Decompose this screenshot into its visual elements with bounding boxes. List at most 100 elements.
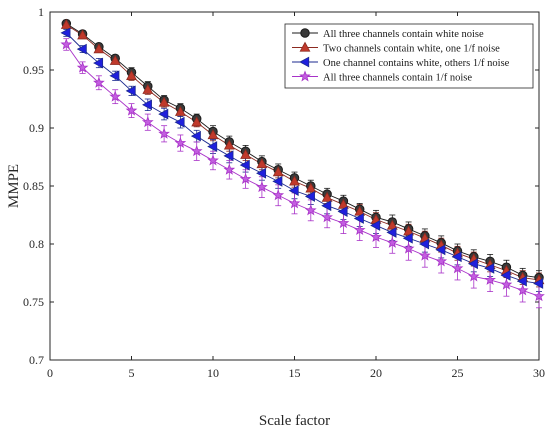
legend-marker [300,28,310,38]
data-point-two-channels-contain-white-one-1-f-noise [158,96,170,107]
data-point-one-channel-contains-white-others-1-f-noise [288,185,299,197]
data-point-one-channel-contains-white-others-1-f-noise [500,269,511,281]
y-tick-label: 0.85 [23,179,44,193]
data-point-one-channel-contains-white-others-1-f-noise [76,43,87,55]
data-point-all-three-channels-contain-1-f-noise [500,278,513,290]
data-point-all-three-channels-contain-1-f-noise [207,154,219,166]
data-point-one-channel-contains-white-others-1-f-noise [533,278,544,289]
data-point-one-channel-contains-white-others-1-f-noise [353,213,364,224]
data-point-all-three-channels-contain-1-f-noise [109,90,122,102]
legend-label: One channel contains white, others 1/f n… [323,58,510,69]
data-point-all-three-channels-contain-1-f-noise [190,145,203,157]
data-point-two-channels-contain-white-one-1-f-noise [109,54,121,65]
data-point-all-three-channels-contain-1-f-noise [533,290,545,302]
data-point-one-channel-contains-white-others-1-f-noise [386,226,397,238]
data-point-two-channels-contain-white-one-1-f-noise [272,166,284,177]
data-point-two-channels-contain-white-one-1-f-noise [223,139,235,150]
data-point-all-three-channels-contain-1-f-noise [288,197,301,209]
legend-label: All three channels contain white noise [323,29,484,40]
x-tick-label: 30 [533,366,545,380]
data-point-one-channel-contains-white-others-1-f-noise [516,275,527,287]
data-point-all-three-channels-contain-1-f-noise [321,211,333,223]
data-point-two-channels-contain-white-one-1-f-noise [403,225,415,236]
data-point-all-three-channels-contain-1-f-noise [353,223,366,236]
data-point-two-channels-contain-white-one-1-f-noise [77,29,89,40]
data-point-two-channels-contain-white-one-1-f-noise [207,129,219,140]
legend-marker [299,70,311,82]
y-axis-label: MMPE [6,164,22,208]
x-tick-label: 10 [207,366,219,380]
x-axis: 0 5 10 15 20 25 30 [47,12,545,380]
data-point-one-channel-contains-white-others-1-f-noise [419,238,430,250]
y-axis: 0.7 0.75 0.8 0.85 0.9 0.95 1 [23,5,539,367]
x-axis-label: Scale factor [259,413,330,429]
data-point-all-three-channels-contain-1-f-noise [256,181,268,193]
data-point-one-channel-contains-white-others-1-f-noise [304,191,315,202]
data-markers [60,18,545,302]
data-point-all-three-channels-contain-1-f-noise [223,163,236,175]
x-tick-label: 15 [289,366,301,380]
data-point-all-three-channels-contain-1-f-noise [304,204,317,216]
data-point-two-channels-contain-white-one-1-f-noise [126,69,137,80]
data-point-one-channel-contains-white-others-1-f-noise [190,130,201,142]
data-point-all-three-channels-contain-1-f-noise [76,61,89,73]
legend-box [284,23,534,89]
data-point-all-three-channels-contain-1-f-noise [125,104,138,116]
x-tick-label: 5 [129,366,135,380]
data-point-two-channels-contain-white-one-1-f-noise [93,43,105,54]
data-point-one-channel-contains-white-others-1-f-noise [272,175,283,187]
data-point-two-channels-contain-white-one-1-f-noise [305,182,317,193]
data-point-one-channel-contains-white-others-1-f-noise [223,150,234,162]
data-point-all-three-channels-contain-1-f-noise [239,172,252,185]
data-point-one-channel-contains-white-others-1-f-noise [321,200,332,212]
y-tick-label: 0.95 [23,63,44,77]
data-point-all-three-channels-contain-1-f-noise [60,38,73,50]
data-point-two-channels-contain-white-one-1-f-noise [240,148,252,159]
data-point-one-channel-contains-white-others-1-f-noise [207,141,218,152]
data-point-all-three-channels-contain-1-f-noise [484,273,496,285]
data-point-two-channels-contain-white-one-1-f-noise [386,219,398,230]
data-point-all-three-channels-contain-1-f-noise [419,249,431,261]
data-point-one-channel-contains-white-others-1-f-noise [158,108,169,120]
data-point-all-three-channels-contain-1-f-noise [402,242,415,254]
data-point-two-channels-contain-white-one-1-f-noise [337,198,349,209]
data-point-one-channel-contains-white-others-1-f-noise [93,57,104,69]
legend-label: Two channels contain white, one 1/f nois… [323,43,500,54]
x-tick-label: 25 [452,366,464,380]
y-tick-label: 0.75 [23,295,44,309]
x-tick-label: 0 [47,366,53,380]
data-point-all-three-channels-contain-1-f-noise [435,255,448,267]
data-point-two-channels-contain-white-one-1-f-noise [142,83,154,94]
legend-marker [299,41,311,52]
data-point-all-three-channels-contain-1-f-noise [174,136,187,149]
data-point-one-channel-contains-white-others-1-f-noise [402,232,413,244]
data-point-one-channel-contains-white-others-1-f-noise [451,251,462,263]
y-tick-label: 0.7 [29,353,44,367]
data-point-all-three-channels-contain-1-f-noise [93,76,105,88]
data-point-all-three-channels-contain-1-f-noise [467,270,480,282]
data-point-all-three-channels-contain-1-f-noise [516,284,529,296]
data-point-two-channels-contain-white-one-1-f-noise [174,105,186,116]
data-point-all-three-channels-contain-1-f-noise [141,116,154,128]
data-point-one-channel-contains-white-others-1-f-noise [467,258,478,270]
data-point-one-channel-contains-white-others-1-f-noise [125,85,136,97]
legend: All three channels contain white noise Tw… [284,23,534,89]
data-point-all-three-channels-contain-1-f-noise [158,127,170,139]
data-point-two-channels-contain-white-one-1-f-noise [354,205,366,216]
data-point-all-three-channels-contain-1-f-noise [337,216,350,229]
data-point-two-channels-contain-white-one-1-f-noise [60,18,72,29]
data-point-two-channels-contain-white-one-1-f-noise [256,158,268,169]
data-point-one-channel-contains-white-others-1-f-noise [256,167,267,179]
data-point-two-channels-contain-white-one-1-f-noise [321,191,333,202]
y-tick-label: 1 [38,5,44,19]
data-point-all-three-channels-contain-1-f-noise [272,189,285,201]
data-point-all-three-channels-contain-1-f-noise [451,262,464,274]
data-point-two-channels-contain-white-one-1-f-noise [191,116,203,127]
legend-label: All three channels contain 1/f noise [323,72,472,83]
data-point-one-channel-contains-white-others-1-f-noise [337,206,348,217]
data-point-one-channel-contains-white-others-1-f-noise [174,116,185,128]
x-tick-label: 20 [370,366,382,380]
y-tick-label: 0.9 [29,121,44,135]
data-point-one-channel-contains-white-others-1-f-noise [60,27,71,39]
